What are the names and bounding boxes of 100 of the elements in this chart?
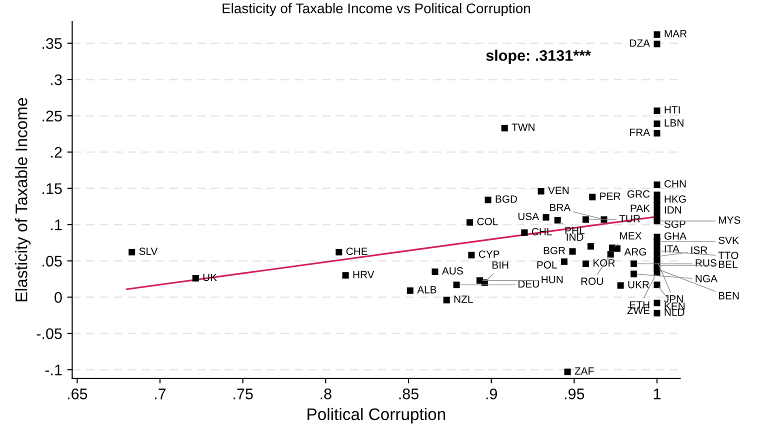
y-tick-label: .2	[51, 146, 62, 158]
data-label: ISR	[691, 246, 708, 254]
data-label: ARG	[624, 248, 646, 256]
data-label: BGR	[544, 246, 566, 254]
point	[654, 107, 660, 114]
point	[538, 188, 544, 194]
point	[630, 260, 638, 268]
point	[654, 31, 660, 38]
point	[128, 248, 136, 256]
data-label: HRV	[353, 270, 374, 278]
data-label: NLD	[664, 308, 684, 316]
point	[654, 181, 660, 188]
data-label: BEN	[718, 292, 739, 300]
point	[654, 208, 660, 214]
point	[564, 368, 571, 376]
data-label: UKR	[628, 281, 650, 288]
x-tick-label: .8	[320, 388, 332, 400]
y-tick-label: .35	[42, 38, 62, 49]
point	[336, 248, 342, 256]
data-label: IDN	[664, 206, 682, 214]
x-tick-label: .75	[234, 388, 253, 400]
point	[468, 252, 475, 258]
point	[560, 258, 568, 265]
point	[654, 130, 660, 136]
point	[654, 282, 660, 288]
point	[654, 120, 660, 128]
data-label: ITA	[664, 245, 680, 253]
point	[443, 296, 450, 304]
point	[582, 216, 590, 223]
data-label: CHN	[664, 180, 686, 188]
data-label: BGD	[496, 195, 518, 203]
point	[589, 194, 596, 200]
point	[406, 287, 414, 294]
point	[654, 218, 660, 224]
data-label: KOR	[594, 259, 615, 267]
data-label: SLV	[139, 248, 158, 255]
point	[542, 214, 550, 221]
point	[521, 229, 528, 236]
data-label: MYS	[718, 216, 740, 224]
x-axis-title: Political Corruption	[308, 408, 446, 424]
data-label: POL	[537, 261, 557, 269]
data-label: GRC	[627, 190, 650, 198]
point	[432, 268, 438, 276]
data-label: BRA	[550, 204, 571, 212]
data-label: TWN	[512, 124, 534, 131]
data-label: TTO	[718, 252, 738, 260]
point	[569, 248, 576, 255]
data-label: BEL	[718, 260, 738, 268]
y-tick-label: .1	[51, 220, 62, 230]
data-label: CHE	[346, 248, 368, 255]
y-tick-label: .05	[42, 256, 62, 267]
point	[342, 272, 349, 279]
data-label: FRA	[630, 128, 650, 136]
data-label: CYP	[478, 250, 500, 258]
data-label: JPN	[664, 295, 683, 303]
data-label: NGA	[696, 274, 718, 282]
data-label: UK	[203, 274, 217, 282]
y-tick-label: -.05	[36, 328, 62, 340]
data-label: VEN	[548, 186, 569, 194]
data-label: ALB	[417, 286, 436, 294]
data-label: PHL	[565, 226, 584, 234]
x-tick-label: 1	[654, 388, 661, 400]
data-label: KEN	[664, 302, 685, 310]
data-label: NZL	[454, 296, 473, 303]
data-label: PER	[600, 192, 620, 200]
point	[587, 243, 594, 250]
data-label: AUS	[442, 267, 463, 275]
data-label: MAR	[664, 30, 687, 38]
point	[484, 196, 492, 204]
point	[501, 124, 508, 132]
point	[192, 275, 199, 282]
point	[654, 202, 660, 208]
data-label: DEU	[518, 280, 539, 288]
y-tick-label: 0	[54, 292, 62, 303]
point	[607, 251, 614, 258]
x-tick-label: .7	[155, 388, 166, 400]
x-tick-label: .95	[564, 388, 584, 400]
point	[654, 247, 660, 254]
data-label: ZWE	[627, 306, 650, 314]
y-tick-label: .15	[42, 183, 62, 194]
data-label: BIH	[492, 262, 508, 269]
data-label: SVK	[718, 236, 739, 244]
data-label: DZA	[630, 40, 650, 47]
point	[654, 40, 660, 48]
chart-title: Elasticity of Taxable Income vs Political Corruption	[222, 3, 530, 16]
y-tick-label: .25	[42, 110, 62, 122]
x-tick-label: .9	[486, 388, 497, 400]
point	[453, 282, 460, 288]
data-label: HTI	[664, 106, 680, 114]
data-label: MEX	[620, 232, 642, 240]
data-label: HKG	[664, 195, 686, 203]
data-label: PAK	[630, 204, 650, 212]
y-tick-label: -.1	[45, 364, 62, 376]
data-label: LBN	[664, 119, 684, 126]
point	[466, 219, 474, 226]
data-label: COL	[477, 218, 498, 226]
data-label: GHA	[664, 232, 687, 240]
data-label: IND	[566, 234, 584, 241]
data-label: HUN	[542, 276, 563, 284]
point	[582, 260, 590, 268]
